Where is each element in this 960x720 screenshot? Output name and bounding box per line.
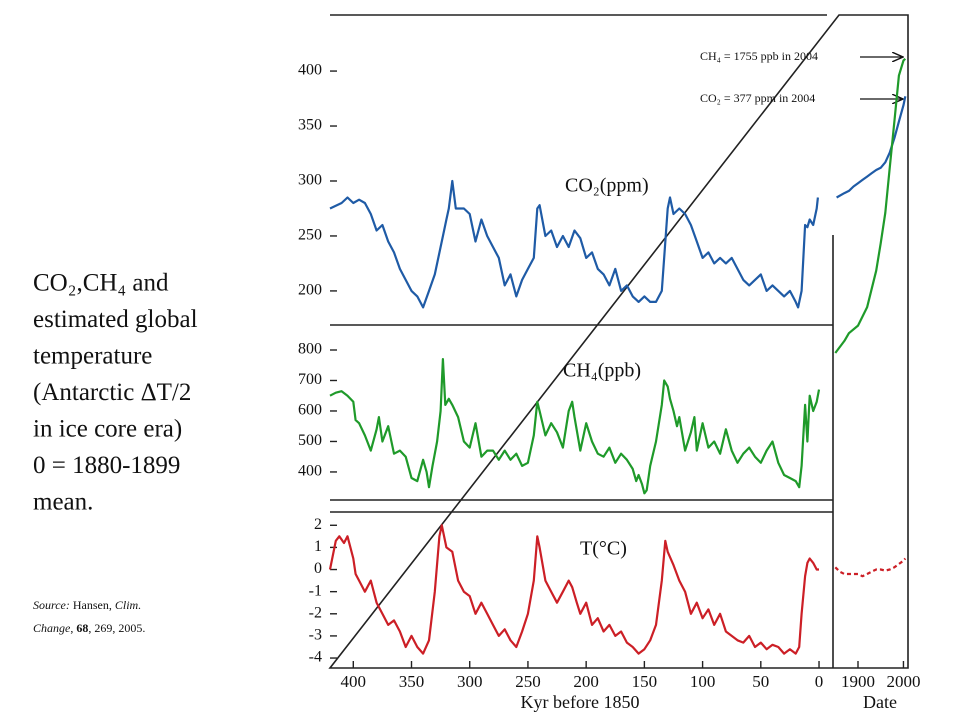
annotation: CO₂ = 377 ppm in 2004 <box>700 91 815 105</box>
x-tick-label: 400 <box>341 672 367 691</box>
caption-line: in ice core era) <box>33 416 182 443</box>
caption-line: temperature <box>33 343 152 370</box>
source-part: Change <box>33 621 71 635</box>
caption-line: estimated global <box>33 306 198 333</box>
source-part: Hansen, <box>70 598 115 612</box>
modern-line <box>836 96 907 199</box>
x-tick-label: 100 <box>690 672 716 691</box>
frame <box>328 14 909 669</box>
y-tick-label: -2 <box>309 604 322 621</box>
source-part: 68 <box>76 621 88 635</box>
x-tick-label: 250 <box>515 672 541 691</box>
x-axis-label: Date <box>863 692 897 712</box>
caption-line: CO₂,CH₄ and <box>33 270 169 297</box>
x-tick-label: 50 <box>752 672 769 691</box>
source-part: , 269, 2005. <box>88 621 145 635</box>
x-tick-label: 150 <box>632 672 658 691</box>
y-tick-label: 400 <box>298 62 322 79</box>
source-line: Source: Hansen, Clim. <box>33 598 141 612</box>
panel-title: CH₄(ppb) <box>563 360 641 382</box>
modern-line <box>834 57 907 354</box>
caption-line: 0 = 1880-1899 <box>33 452 180 479</box>
source-part: , <box>70 621 76 635</box>
y-tick-label: -3 <box>309 627 322 644</box>
y-tick-label: 1 <box>314 538 322 555</box>
y-tick-label: 350 <box>298 117 322 134</box>
y-tick-label: 250 <box>298 227 322 244</box>
y-tick-label: 0 <box>314 560 322 577</box>
y-tick-label: 2 <box>314 516 322 533</box>
y-tick-label: 200 <box>298 282 322 299</box>
ice-line <box>329 358 821 495</box>
x-tick-label: 0 <box>815 672 824 691</box>
source-part: Source: <box>33 598 70 612</box>
ice-line <box>329 179 819 309</box>
x-tick-label: 300 <box>457 672 483 691</box>
x-tick-label: 350 <box>399 672 425 691</box>
caption-line: mean. <box>33 489 93 516</box>
y-tick-label: 500 <box>298 432 322 449</box>
ice-line <box>328 524 819 655</box>
y-tick-label: 700 <box>298 371 322 388</box>
y-tick-label: 400 <box>298 463 322 480</box>
panel-title: T(°C) <box>580 538 627 560</box>
y-tick-label: 600 <box>298 402 322 419</box>
y-tick-label: -4 <box>309 649 322 666</box>
modern-line <box>834 557 907 578</box>
y-tick-label: -1 <box>309 582 322 599</box>
annotation: CH₄ = 1755 ppb in 2004 <box>700 49 818 63</box>
x-axis-label: Kyr before 1850 <box>521 692 640 712</box>
source-part: Clim. <box>115 598 141 612</box>
y-tick-label: 800 <box>298 341 322 358</box>
x-tick-label: 2000 <box>886 672 920 691</box>
x-tick-label: 200 <box>573 672 599 691</box>
caption-line: (Antarctic ΔT/2 <box>33 379 191 406</box>
y-tick-label: 300 <box>298 172 322 189</box>
source-line: Change, 68, 269, 2005. <box>33 621 145 635</box>
x-tick-label: 1900 <box>841 672 875 691</box>
panel-title: CO₂(ppm) <box>565 175 649 197</box>
